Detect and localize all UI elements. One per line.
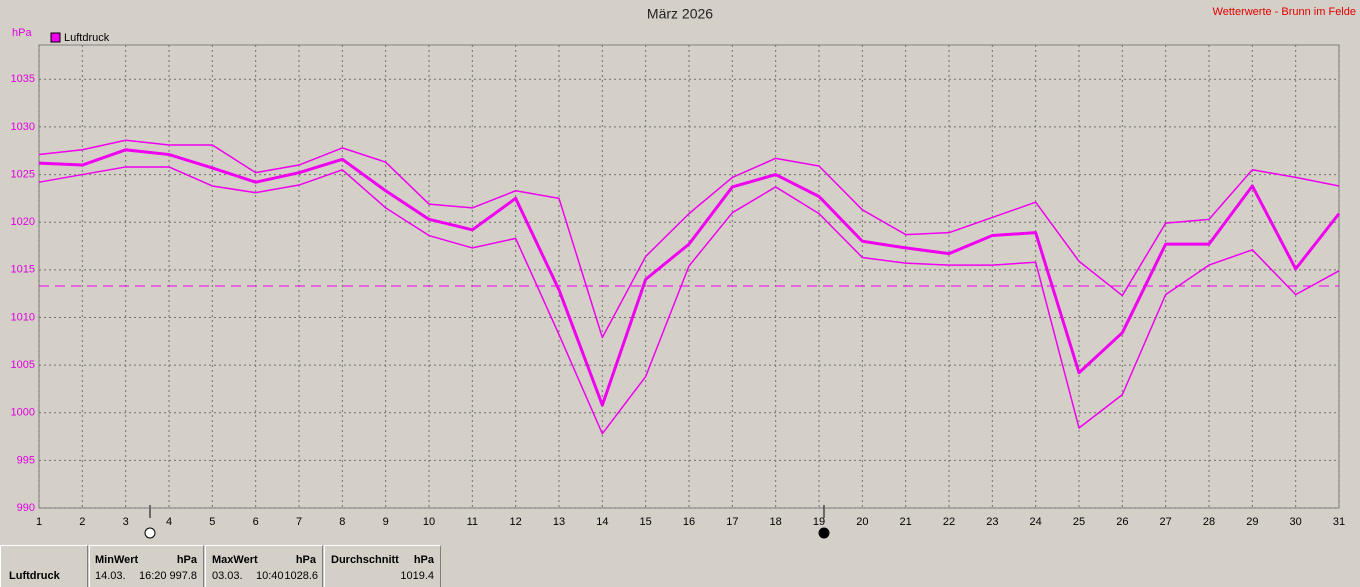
legend-swatch <box>50 32 61 43</box>
moon-icon <box>144 527 156 539</box>
y-axis-label: hPa <box>12 27 32 39</box>
x-tick-label: 28 <box>1203 516 1215 528</box>
x-tick-label: 25 <box>1073 516 1085 528</box>
stats-time: 16:20 <box>139 570 167 582</box>
x-tick-label: 19 <box>813 516 825 528</box>
x-tick-label: 1 <box>36 516 42 528</box>
x-tick-label: 5 <box>209 516 215 528</box>
x-tick-label: 16 <box>683 516 695 528</box>
x-tick-label: 21 <box>900 516 912 528</box>
stats-label: Luftdruck <box>9 570 60 582</box>
x-tick-label: 4 <box>166 516 172 528</box>
x-tick-label: 23 <box>986 516 998 528</box>
stats-time: 10:40 <box>256 570 284 582</box>
moon-icon <box>818 527 830 539</box>
x-tick-label: 26 <box>1116 516 1128 528</box>
y-tick-label: 1000 <box>11 407 35 419</box>
source: Wetterwerte - Brunn im Felde <box>1213 6 1356 18</box>
x-tick-label: 8 <box>339 516 345 528</box>
legend-label: Luftdruck <box>64 32 110 44</box>
stats-date: 14.03. <box>95 570 126 582</box>
x-tick-label: 24 <box>1030 516 1042 528</box>
stats-date: 03.03. <box>212 570 243 582</box>
y-tick-label: 1035 <box>11 73 35 85</box>
x-tick-label: 30 <box>1290 516 1302 528</box>
stats-label-cell: Luftdruck <box>0 545 88 587</box>
x-tick-label: 15 <box>640 516 652 528</box>
y-tick-label: 1025 <box>11 168 35 180</box>
x-tick-label: 17 <box>726 516 738 528</box>
stats-unit: hPa <box>413 554 434 566</box>
y-tick-label: 1030 <box>11 121 35 133</box>
x-tick-label: 2 <box>79 516 85 528</box>
x-tick-label: 3 <box>123 516 129 528</box>
x-tick-label: 27 <box>1160 516 1172 528</box>
x-tick-label: 7 <box>296 516 302 528</box>
stats-title: MinWert <box>95 554 139 566</box>
legend: Luftdruck <box>50 32 110 44</box>
x-tick-label: 13 <box>553 516 565 528</box>
line <box>38 139 1340 339</box>
y-tick-label: 995 <box>17 454 35 466</box>
chart: März 2026 Wetterwerte - Brunn im Felde h… <box>10 5 1356 539</box>
stats-unit: hPa <box>295 554 316 566</box>
x-tick-label: 10 <box>423 516 435 528</box>
stats-cell: MinWert hPa 14.03. 16:20 997.8 <box>89 545 204 587</box>
stats-title: MaxWert <box>212 554 258 566</box>
x-tick-label: 6 <box>253 516 259 528</box>
stats-value: 1019.4 <box>400 570 434 582</box>
x-tick-label: 20 <box>856 516 868 528</box>
x-tick-label: 12 <box>510 516 522 528</box>
x-tick-label: 29 <box>1246 516 1258 528</box>
line <box>38 148 1341 407</box>
x-tick-label: 11 <box>467 516 478 528</box>
x-tick-label: 31 <box>1333 516 1345 528</box>
x-tick-label: 9 <box>383 516 389 528</box>
stats-value: 997.8 <box>169 570 197 582</box>
x-tick-label: 14 <box>596 516 608 528</box>
y-tick-label: 1005 <box>11 359 35 371</box>
stats-unit: hPa <box>176 554 197 566</box>
y-tick-label: 1015 <box>11 264 35 276</box>
stats-title: Durchschnitt <box>331 554 399 566</box>
stats-cell: Durchschnitt hPa 1019.4 <box>324 545 441 587</box>
stats-value: 1028.6 <box>284 570 318 582</box>
y-tick-label: 1020 <box>11 216 35 228</box>
y-tick-label: 990 <box>17 502 35 514</box>
chart-title: März 2026 <box>647 6 713 22</box>
line <box>38 166 1340 435</box>
stats-cell: MaxWert hPa 03.03. 10:40 1028.6 <box>205 545 323 587</box>
y-tick-label: 1010 <box>11 311 35 323</box>
x-tick-label: 18 <box>770 516 782 528</box>
x-tick-label: 22 <box>943 516 955 528</box>
